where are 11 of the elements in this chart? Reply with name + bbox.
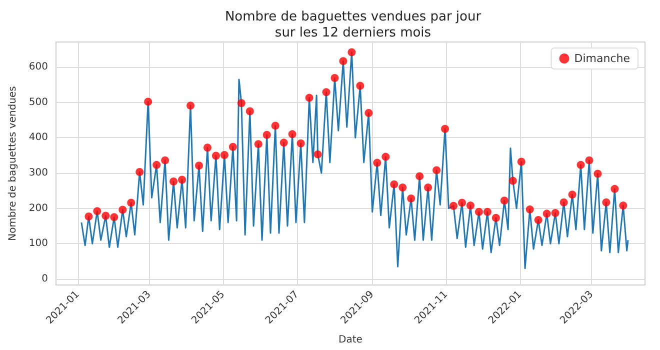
legend-label: Dimanche bbox=[574, 52, 630, 65]
y-tick-label: 100 bbox=[28, 238, 48, 250]
y-tick-label: 300 bbox=[28, 168, 48, 179]
y-tick-label: 200 bbox=[28, 202, 48, 214]
chart-title: Nombre de baguettes vendues par jour sur les 12 derniers mois bbox=[224, 10, 482, 40]
y-axis-title: Nombre de baguettes vendues bbox=[8, 86, 18, 241]
y-tick-label: 400 bbox=[28, 132, 48, 144]
x-axis-title: Date bbox=[338, 334, 362, 346]
y-tick-label: 500 bbox=[28, 96, 48, 108]
y-tick-label: 0 bbox=[42, 273, 48, 284]
y-tick-label: 600 bbox=[28, 62, 48, 73]
